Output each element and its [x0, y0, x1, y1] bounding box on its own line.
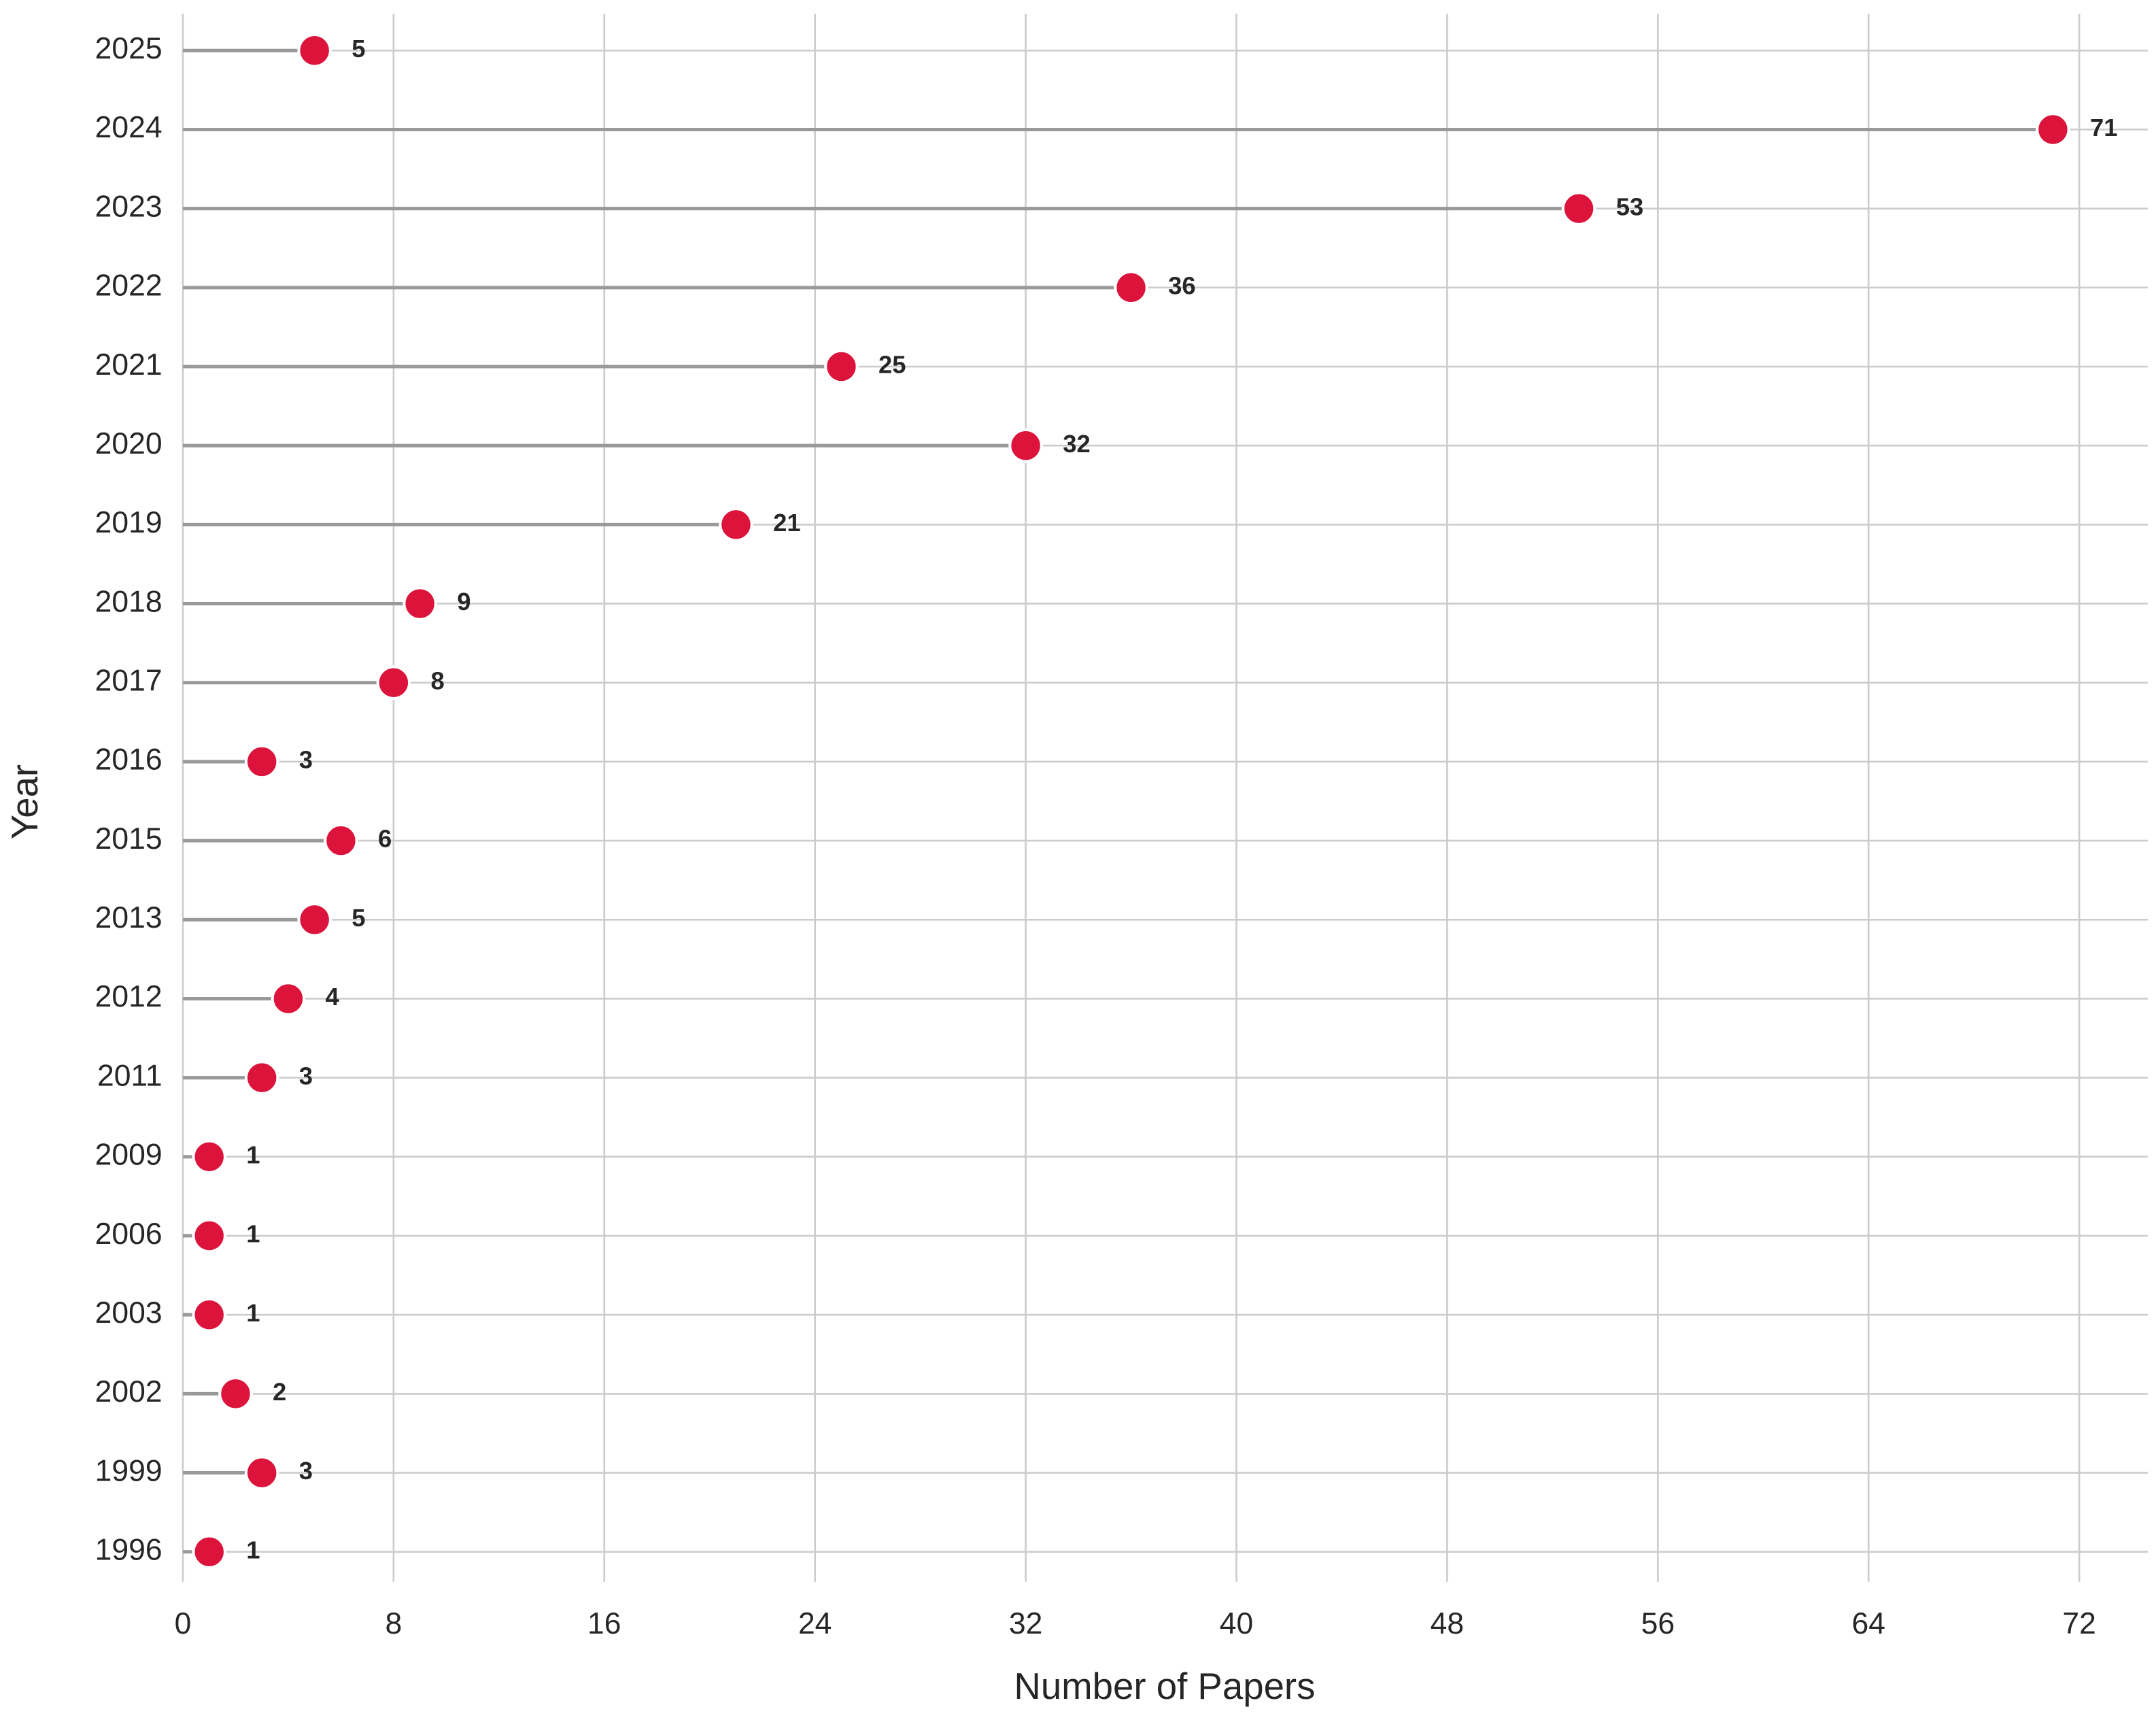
data-label: 1	[246, 1299, 260, 1327]
data-label: 1	[246, 1220, 260, 1248]
y-tick-label: 2006	[95, 1217, 162, 1251]
dot	[271, 981, 306, 1016]
data-label: 25	[878, 351, 906, 379]
data-label: 21	[773, 509, 800, 537]
y-tick-label: 2023	[95, 190, 162, 223]
dot	[192, 1218, 226, 1253]
x-axis-label: Number of Papers	[1014, 1666, 1315, 1707]
data-label: 3	[299, 746, 313, 774]
data-label: 2	[273, 1378, 286, 1406]
x-tick-label: 72	[2062, 1607, 2095, 1640]
data-label: 71	[2090, 114, 2117, 141]
y-tick-label: 2012	[95, 980, 162, 1013]
x-tick-label: 8	[386, 1607, 403, 1640]
dot	[192, 1534, 226, 1570]
dot	[192, 1139, 226, 1175]
y-tick-label: 2015	[95, 822, 162, 856]
y-tick-label: 2021	[95, 348, 162, 382]
data-label: 32	[1063, 430, 1090, 458]
data-label: 9	[457, 588, 470, 615]
y-tick-label: 2017	[95, 664, 162, 698]
y-tick-label: 2013	[95, 901, 162, 934]
y-tick-label: 2019	[95, 506, 162, 539]
y-tick-label: 2024	[95, 111, 162, 144]
dot	[2036, 112, 2070, 147]
x-tick-label: 16	[587, 1607, 621, 1640]
y-tick-label: 2009	[95, 1138, 162, 1172]
data-label: 3	[299, 1062, 313, 1090]
y-tick-label: 1996	[95, 1534, 162, 1567]
x-tick-label: 0	[175, 1607, 192, 1640]
data-label: 3	[299, 1457, 313, 1485]
y-tick-label: 2020	[95, 427, 162, 460]
dot	[1114, 270, 1148, 305]
dot	[297, 33, 332, 68]
dot	[719, 507, 753, 542]
dot	[324, 823, 358, 858]
dot	[244, 744, 279, 779]
data-label: 1	[246, 1141, 260, 1168]
y-tick-label: 2025	[95, 32, 162, 65]
data-label: 53	[1616, 192, 1643, 220]
data-label: 4	[326, 983, 340, 1011]
x-tick-label: 32	[1009, 1607, 1042, 1640]
y-tick-label: 1999	[95, 1454, 162, 1487]
dot	[1008, 428, 1043, 463]
x-tick-label: 48	[1431, 1607, 1464, 1640]
dot	[244, 1060, 279, 1095]
x-tick-label: 40	[1220, 1607, 1253, 1640]
y-axis-label: Year	[4, 764, 46, 839]
dot	[376, 665, 411, 700]
data-label: 5	[352, 35, 365, 63]
x-tick-label: 56	[1641, 1607, 1675, 1640]
dot	[297, 902, 332, 937]
x-tick-label: 24	[798, 1607, 832, 1640]
data-label: 8	[430, 666, 444, 694]
data-label: 6	[378, 825, 392, 853]
x-tick-label: 64	[1851, 1607, 1885, 1640]
y-tick-label: 2003	[95, 1296, 162, 1330]
y-tick-label: 2011	[97, 1059, 162, 1092]
dot	[218, 1377, 253, 1411]
data-label: 36	[1168, 271, 1195, 299]
y-tick-label: 2022	[95, 269, 162, 303]
y-tick-label: 2016	[95, 743, 162, 777]
y-tick-label: 2018	[95, 585, 162, 618]
dot	[824, 349, 859, 384]
data-label: 5	[352, 904, 365, 932]
dot	[192, 1297, 226, 1332]
dot	[1561, 191, 1596, 226]
dot	[244, 1455, 279, 1490]
y-tick-label: 2002	[95, 1375, 162, 1408]
data-label: 1	[246, 1536, 260, 1564]
dot	[403, 586, 437, 621]
